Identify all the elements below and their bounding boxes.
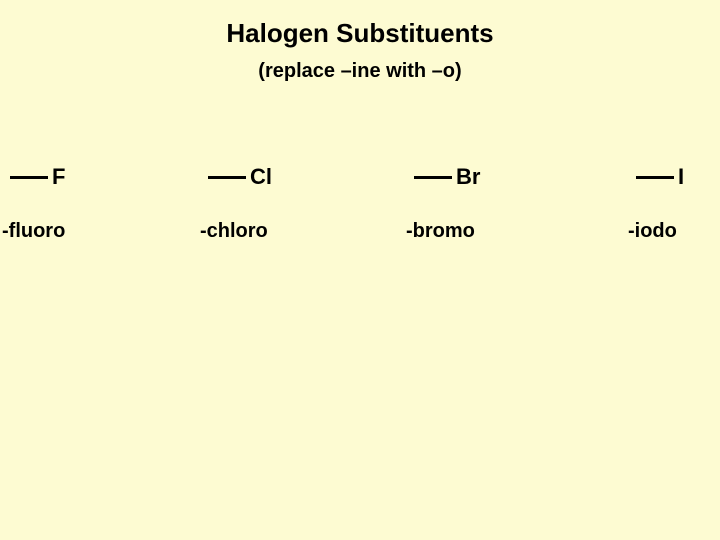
substituent-name-iodo: -iodo xyxy=(628,220,677,243)
slide-title: Halogen Substituents xyxy=(0,18,720,49)
bond-line xyxy=(414,176,452,179)
bond-line xyxy=(208,176,246,179)
halogen-iodine: I xyxy=(636,164,684,190)
halogen-fluorine: F xyxy=(10,164,65,190)
halogen-bromine: Br xyxy=(414,164,480,190)
halogen-chlorine: Cl xyxy=(208,164,272,190)
bond-line xyxy=(10,176,48,179)
substituent-name-chloro: -chloro xyxy=(200,220,268,243)
bond-line xyxy=(636,176,674,179)
element-symbol: F xyxy=(52,164,65,190)
substituent-name-fluoro: -fluoro xyxy=(2,220,65,243)
slide: Halogen Substituents (replace –ine with … xyxy=(0,0,720,540)
slide-subtitle: (replace –ine with –o) xyxy=(0,60,720,83)
element-symbol: I xyxy=(678,164,684,190)
substituent-name-bromo: -bromo xyxy=(406,220,475,243)
element-symbol: Cl xyxy=(250,164,272,190)
element-symbol: Br xyxy=(456,164,480,190)
